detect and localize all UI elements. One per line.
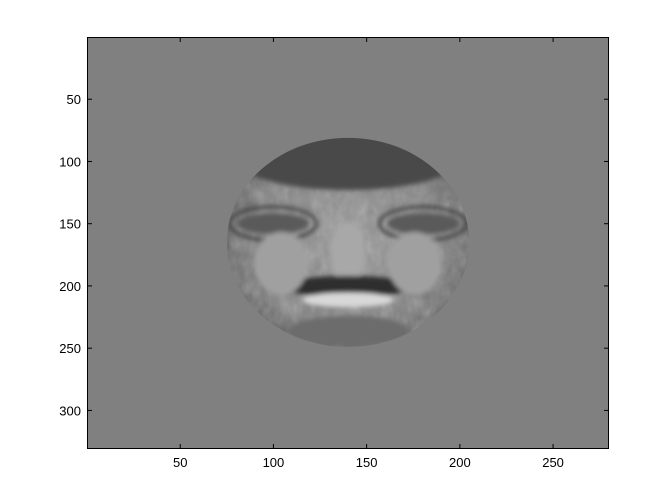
axes: 50 100 150 200 250 50 100 150 200 250 300 <box>59 37 609 470</box>
teeth-region <box>301 292 395 308</box>
x-tick-label: 150 <box>356 455 378 470</box>
right-eye-region <box>386 213 460 235</box>
axes-frame <box>87 37 609 449</box>
y-tick-label: 250 <box>59 341 81 356</box>
y-tick-label: 200 <box>59 279 81 294</box>
chin-shadow <box>287 315 409 347</box>
y-tick-label: 300 <box>59 403 81 418</box>
left-eye-region <box>236 213 310 235</box>
y-tick-label: 150 <box>59 217 81 232</box>
right-cheek <box>387 231 442 295</box>
y-tick-label: 50 <box>67 92 81 107</box>
x-tick-label: 200 <box>449 455 471 470</box>
x-axis: 50 100 150 200 250 <box>173 37 564 470</box>
mustache-region <box>281 275 415 297</box>
x-tick-label: 100 <box>263 455 285 470</box>
left-cheek <box>254 231 309 295</box>
x-tick-label: 50 <box>173 455 187 470</box>
x-tick-label: 250 <box>542 455 564 470</box>
y-axis: 50 100 150 200 250 300 <box>59 92 609 418</box>
y-tick-label: 100 <box>59 154 81 169</box>
nose-region <box>331 221 365 285</box>
